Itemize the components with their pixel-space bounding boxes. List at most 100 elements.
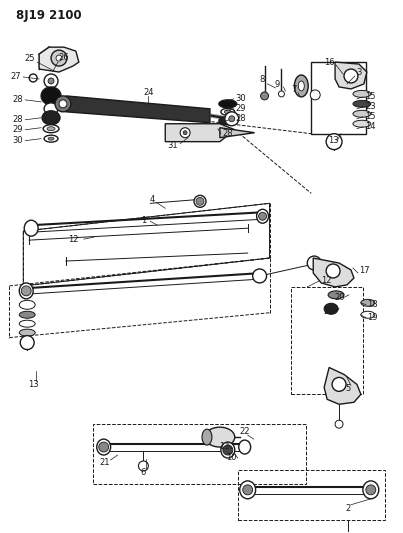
Ellipse shape [219, 100, 237, 108]
Circle shape [335, 420, 343, 428]
Circle shape [139, 461, 148, 471]
Circle shape [259, 212, 266, 220]
Ellipse shape [224, 110, 231, 114]
Ellipse shape [353, 110, 371, 117]
Ellipse shape [239, 440, 251, 454]
Text: 4: 4 [150, 195, 155, 204]
Text: 19: 19 [368, 313, 378, 322]
Ellipse shape [328, 291, 344, 299]
Text: 21: 21 [100, 458, 110, 467]
Ellipse shape [361, 300, 375, 306]
Ellipse shape [19, 300, 35, 309]
Text: 24: 24 [143, 88, 154, 98]
Text: 20: 20 [335, 293, 345, 302]
Circle shape [196, 197, 204, 205]
Ellipse shape [48, 137, 54, 140]
Ellipse shape [44, 135, 58, 142]
Text: 28: 28 [222, 129, 233, 138]
Bar [311, 62, 366, 134]
Ellipse shape [19, 320, 35, 327]
Text: 23: 23 [366, 102, 376, 111]
Text: 14: 14 [366, 122, 376, 131]
Text: 17: 17 [359, 266, 370, 276]
Ellipse shape [229, 116, 235, 122]
Ellipse shape [19, 283, 33, 299]
Text: 2: 2 [345, 504, 351, 513]
Circle shape [180, 128, 190, 138]
Text: 15: 15 [366, 92, 376, 101]
Ellipse shape [42, 111, 60, 125]
Text: 31: 31 [167, 141, 177, 150]
Bar [93, 424, 306, 484]
Text: 21: 21 [324, 307, 334, 316]
Text: 5: 5 [345, 384, 351, 393]
Text: 26: 26 [59, 53, 69, 62]
Ellipse shape [298, 81, 304, 91]
Ellipse shape [97, 439, 111, 455]
Circle shape [29, 74, 37, 82]
Text: 30: 30 [235, 94, 246, 103]
Text: 12: 12 [321, 277, 331, 286]
Ellipse shape [219, 117, 237, 125]
Text: 25: 25 [24, 54, 34, 62]
Text: 29: 29 [235, 104, 246, 114]
Circle shape [183, 131, 187, 135]
Ellipse shape [361, 311, 375, 318]
Ellipse shape [294, 75, 308, 97]
Ellipse shape [221, 442, 235, 458]
Circle shape [326, 134, 342, 150]
Ellipse shape [307, 256, 321, 270]
Text: 28: 28 [12, 115, 23, 124]
Text: 10: 10 [226, 453, 237, 462]
Circle shape [20, 336, 34, 350]
Text: 3: 3 [356, 68, 361, 77]
Ellipse shape [202, 429, 212, 445]
Polygon shape [39, 47, 79, 72]
Ellipse shape [47, 127, 55, 131]
Text: 29: 29 [12, 125, 23, 134]
Text: 1: 1 [141, 216, 146, 225]
Polygon shape [313, 258, 354, 287]
Text: 6: 6 [141, 469, 146, 478]
Circle shape [332, 377, 346, 391]
Text: 28: 28 [235, 114, 246, 123]
Ellipse shape [41, 87, 61, 105]
Text: 8: 8 [259, 76, 264, 84]
Ellipse shape [253, 269, 266, 283]
Text: 18: 18 [368, 300, 378, 309]
Ellipse shape [257, 209, 268, 223]
Circle shape [21, 286, 31, 296]
Circle shape [366, 485, 376, 495]
Text: 22: 22 [239, 426, 250, 435]
Circle shape [310, 90, 320, 100]
Text: 12: 12 [68, 235, 78, 244]
Ellipse shape [44, 74, 58, 88]
Text: 9: 9 [275, 80, 280, 90]
Bar [238, 470, 385, 520]
Ellipse shape [24, 220, 38, 236]
Circle shape [261, 92, 268, 100]
Ellipse shape [55, 96, 71, 112]
Circle shape [243, 485, 253, 495]
Circle shape [344, 69, 358, 83]
Ellipse shape [225, 112, 239, 126]
Polygon shape [220, 128, 255, 138]
Polygon shape [165, 124, 235, 142]
Ellipse shape [43, 125, 59, 133]
Ellipse shape [353, 100, 371, 107]
Ellipse shape [194, 196, 206, 207]
Ellipse shape [353, 91, 371, 98]
Ellipse shape [44, 103, 58, 115]
Text: 8J19 2100: 8J19 2100 [16, 9, 82, 22]
Text: 28: 28 [12, 95, 23, 104]
Bar [291, 287, 363, 394]
Circle shape [326, 264, 340, 278]
Polygon shape [324, 367, 361, 404]
Ellipse shape [59, 100, 67, 108]
Circle shape [56, 55, 62, 61]
Ellipse shape [240, 481, 256, 499]
Ellipse shape [205, 427, 235, 447]
Text: 7: 7 [292, 85, 297, 94]
Text: 30: 30 [12, 136, 23, 145]
Ellipse shape [324, 303, 338, 314]
